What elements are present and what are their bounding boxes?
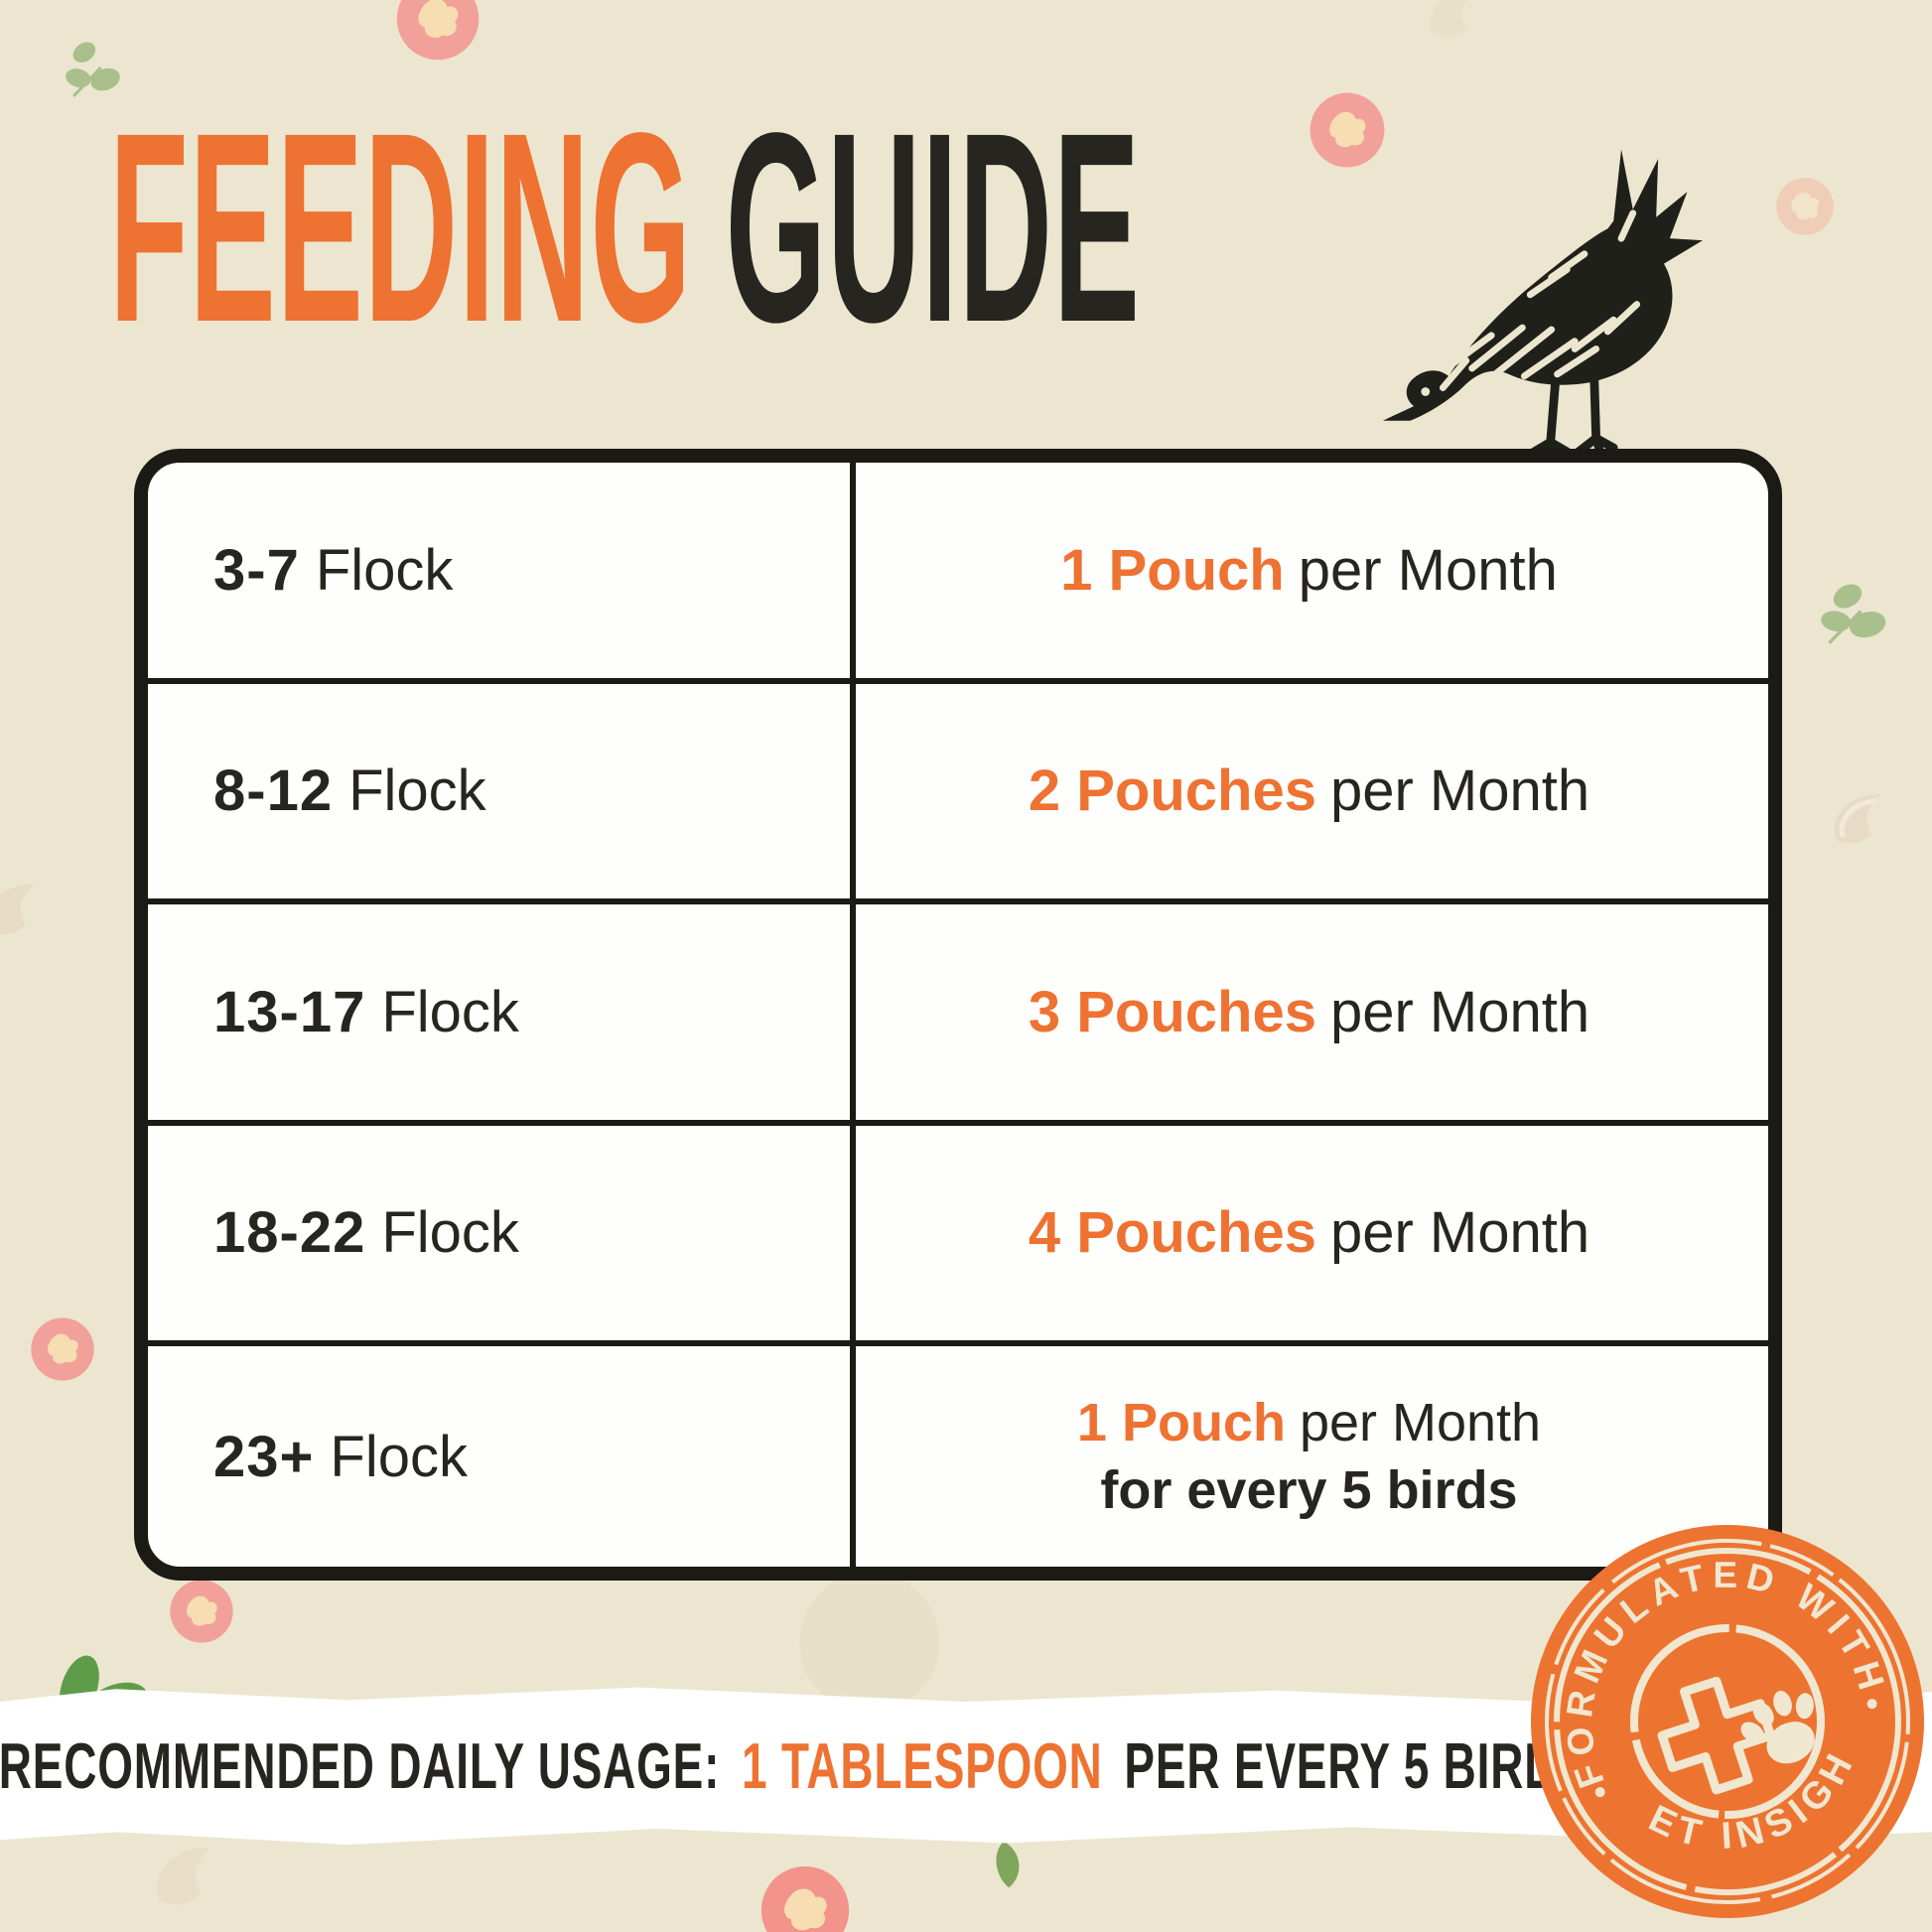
- hen-eye: [1421, 387, 1431, 396]
- popcorn-chip-icon: [396, 0, 480, 61]
- popcorn-chip-icon: [170, 1580, 233, 1643]
- flock-label: Flock: [381, 979, 519, 1044]
- title-word-guide: GUIDE: [725, 76, 1141, 378]
- popcorn-chip-icon: [1776, 178, 1834, 235]
- usage-note: RECOMMENDED DAILY USAGE: 1 TABLESPOON PE…: [0, 1727, 1589, 1802]
- pouch-period: per Month: [1298, 537, 1558, 603]
- dosage-cell: 4 Pouches per Month: [850, 1126, 1768, 1341]
- usage-suffix: PER EVERY 5 BIRDS: [1124, 1728, 1589, 1802]
- flock-range: 18-22: [213, 1200, 366, 1266]
- pouch-count: 1 Pouch: [1076, 1393, 1286, 1452]
- dosage-cell: 1 Pouch per Month: [850, 463, 1768, 678]
- pouch-period: per Month: [1329, 979, 1590, 1044]
- badge-outer-ring: [1545, 1539, 1910, 1904]
- badge-inner-ring: [1630, 1624, 1825, 1819]
- flock-label: Flock: [315, 537, 454, 603]
- dosage-cell: 2 Pouches per Month: [850, 684, 1768, 899]
- flock-size-cell: 13-17 Flock: [148, 904, 850, 1120]
- paw-icon: [1740, 1691, 1815, 1764]
- flock-range: 23+: [213, 1424, 315, 1489]
- garlic-clove-icon: [1834, 794, 1881, 844]
- flock-label: Flock: [330, 1424, 468, 1489]
- hen-feather-lines: [1439, 209, 1641, 391]
- badge-dot-right: [1866, 1699, 1877, 1710]
- pouch-count: 1 Pouch: [1060, 537, 1285, 603]
- table-column-divider: [850, 463, 856, 1567]
- pouch-count: 3 Pouches: [1028, 979, 1316, 1044]
- table-row: 23+ Flock 1 Pouch per Month for every 5 …: [148, 1346, 1768, 1567]
- usage-prefix: RECOMMENDED DAILY USAGE:: [0, 1728, 721, 1802]
- badge-dot-left: [1594, 1787, 1605, 1798]
- badge-disc: [1531, 1525, 1924, 1918]
- pouch-note: for every 5 birds: [1100, 1460, 1518, 1520]
- popcorn-chip-icon: [760, 1865, 850, 1932]
- vet-insight-badge: FORMULATED WITH VET INSIGHT: [1527, 1521, 1924, 1918]
- flock-label: Flock: [348, 759, 486, 824]
- table-row: 18-22 Flock 4 Pouches per Month: [148, 1126, 1768, 1346]
- garlic-clove-icon: [1430, 0, 1467, 38]
- flock-size-cell: 8-12 Flock: [148, 684, 850, 899]
- dosage-cell: 1 Pouch per Month for every 5 birds: [850, 1346, 1768, 1567]
- pouch-period: per Month: [1329, 759, 1590, 824]
- flock-size-cell: 18-22 Flock: [148, 1126, 850, 1341]
- popcorn-chip-icon: [31, 1317, 94, 1381]
- title-word-feeding: FEEDING: [109, 76, 693, 378]
- garlic-clove-icon: [0, 884, 35, 935]
- pouch-count: 4 Pouches: [1028, 1200, 1316, 1266]
- flock-range: 8-12: [213, 759, 334, 824]
- table-row: 13-17 Flock 3 Pouches per Month: [148, 904, 1768, 1126]
- popcorn-chip-icon: [1310, 92, 1385, 168]
- usage-highlight: 1 TABLESPOON: [742, 1728, 1103, 1802]
- flock-size-cell: 23+ Flock: [148, 1346, 850, 1567]
- table-row: 8-12 Flock 2 Pouches per Month: [148, 684, 1768, 904]
- flock-range: 13-17: [213, 979, 366, 1044]
- medical-cross-icon: [1657, 1676, 1776, 1795]
- pouch-count: 2 Pouches: [1028, 759, 1316, 824]
- flock-range: 3-7: [213, 537, 300, 603]
- green-leaf-icon: [996, 1841, 1020, 1888]
- chicken-illustration: [1382, 149, 1704, 462]
- hen-legs: [1526, 371, 1618, 462]
- pouch-period: per Month: [1299, 1393, 1542, 1452]
- feeding-table: 3-7 Flock 1 Pouch per Month 8-12 Flock 2…: [134, 449, 1782, 1581]
- badge-ring: [1554, 1548, 1901, 1895]
- pouch-period: per Month: [1329, 1200, 1590, 1266]
- flock-label: Flock: [381, 1200, 519, 1266]
- sage-leaf-icon: [1821, 584, 1886, 644]
- flock-size-cell: 3-7 Flock: [148, 463, 850, 678]
- sage-leaf-icon: [66, 42, 120, 97]
- table-row: 3-7 Flock 1 Pouch per Month: [148, 463, 1768, 684]
- dosage-cell: 3 Pouches per Month: [850, 904, 1768, 1120]
- page-title: FEEDING GUIDE: [109, 92, 1141, 362]
- garlic-clove-icon: [156, 1847, 211, 1905]
